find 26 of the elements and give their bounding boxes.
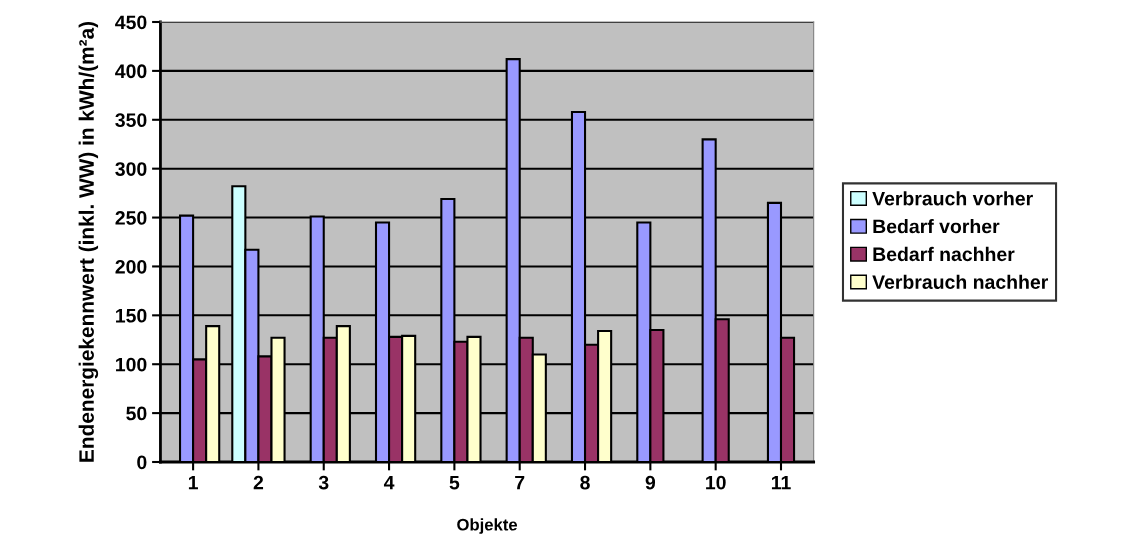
legend-label: Bedarf vorher	[873, 219, 1000, 234]
x-tick-label: 8	[580, 475, 590, 490]
y-tick-label: 250	[115, 211, 147, 225]
y-tick-label: 0	[137, 455, 147, 470]
legend-label: Bedarf nachher	[873, 246, 1015, 262]
x-tick-label: 10	[706, 475, 726, 490]
y-tick-label: 150	[116, 308, 147, 323]
x-tick-label: 7	[515, 475, 525, 490]
y-tick-label: 350	[115, 113, 147, 128]
x-tick-label: 5	[449, 475, 460, 490]
y-tick-label: 200	[115, 259, 147, 274]
x-tick-label: 1	[188, 475, 198, 490]
x-tick-label: 9	[645, 475, 656, 490]
x-tick-label: 4	[383, 475, 395, 490]
y-tick-label: 450	[115, 15, 147, 30]
y-tick-label: 300	[115, 162, 147, 176]
x-tick-label: 3	[318, 475, 329, 490]
x-tick-label: 11	[771, 475, 791, 490]
x-tick-label: 2	[253, 475, 264, 490]
legend-label: Verbrauch nachher	[872, 274, 1048, 289]
y-tick-label: 100	[116, 357, 147, 372]
y-tick-label: 400	[115, 64, 147, 79]
y-tick-label: 50	[126, 406, 147, 421]
legend-label: Verbrauch vorher	[872, 191, 1033, 206]
y-axis-title: Endenergiekennwert (inkl. WW) in kWh/(m²a)	[78, 21, 99, 462]
x-axis-title: Objekte	[457, 518, 518, 534]
